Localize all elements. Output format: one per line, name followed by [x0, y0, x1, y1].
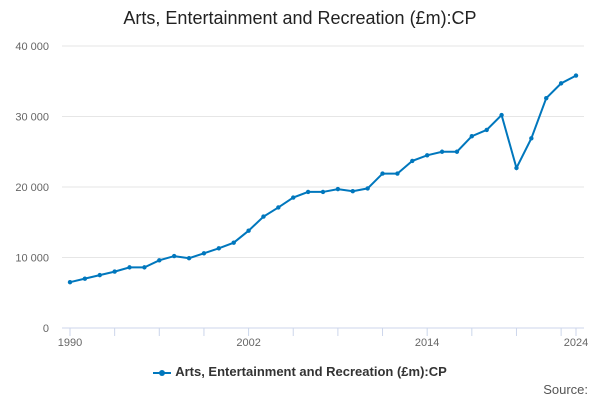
- data-point: [97, 272, 102, 278]
- data-point: [82, 276, 88, 281]
- data-point: [469, 134, 475, 139]
- data-point: [246, 228, 251, 233]
- data-point: [380, 171, 385, 176]
- data-point: [157, 258, 162, 263]
- data-point: [499, 112, 504, 118]
- data-point: [335, 186, 341, 192]
- data-point: [365, 186, 370, 191]
- legend-swatch: [153, 369, 172, 376]
- x-tick-label: 1990: [58, 337, 82, 349]
- data-point: [186, 256, 192, 261]
- y-tick-label: 10 000: [15, 253, 49, 265]
- data-point: [216, 246, 222, 251]
- y-tick-label: 40 000: [15, 41, 49, 53]
- data-point: [67, 279, 73, 285]
- data-point: [514, 165, 519, 171]
- y-tick-label: 30 000: [15, 112, 49, 124]
- data-point: [395, 171, 400, 176]
- data-point: [231, 240, 236, 245]
- data-point: [320, 189, 326, 195]
- x-tick-label: 2002: [236, 337, 260, 349]
- data-point: [142, 265, 147, 270]
- chart-title: Arts, Entertainment and Recreation (£m):…: [123, 8, 477, 28]
- data-point: [424, 153, 430, 158]
- data-point: [544, 95, 549, 101]
- data-point: [410, 158, 415, 164]
- data-point: [439, 149, 445, 154]
- data-point: [529, 136, 534, 141]
- data-point: [350, 189, 355, 194]
- data-point: [484, 127, 489, 133]
- x-tick-label: 2014: [415, 337, 439, 349]
- series-line: [69, 74, 577, 284]
- data-point: [171, 253, 177, 259]
- data-point: [276, 205, 281, 210]
- y-tick-label: 20 000: [15, 182, 49, 194]
- data-point: [454, 149, 460, 154]
- data-point: [201, 251, 207, 256]
- y-tick-label: 0: [43, 323, 49, 335]
- data-point: [558, 81, 564, 86]
- data-point: [112, 269, 117, 274]
- x-tick-label: 2024: [564, 337, 588, 349]
- data-point: [261, 214, 266, 219]
- legend[interactable]: Arts, Entertainment and Recreation (£m):…: [0, 364, 600, 379]
- data-point: [573, 73, 579, 78]
- legend-label: Arts, Entertainment and Recreation (£m):…: [175, 364, 447, 379]
- data-point: [305, 189, 311, 195]
- data-point: [291, 195, 296, 200]
- source-label: Source:: [543, 382, 588, 397]
- data-point: [127, 265, 132, 270]
